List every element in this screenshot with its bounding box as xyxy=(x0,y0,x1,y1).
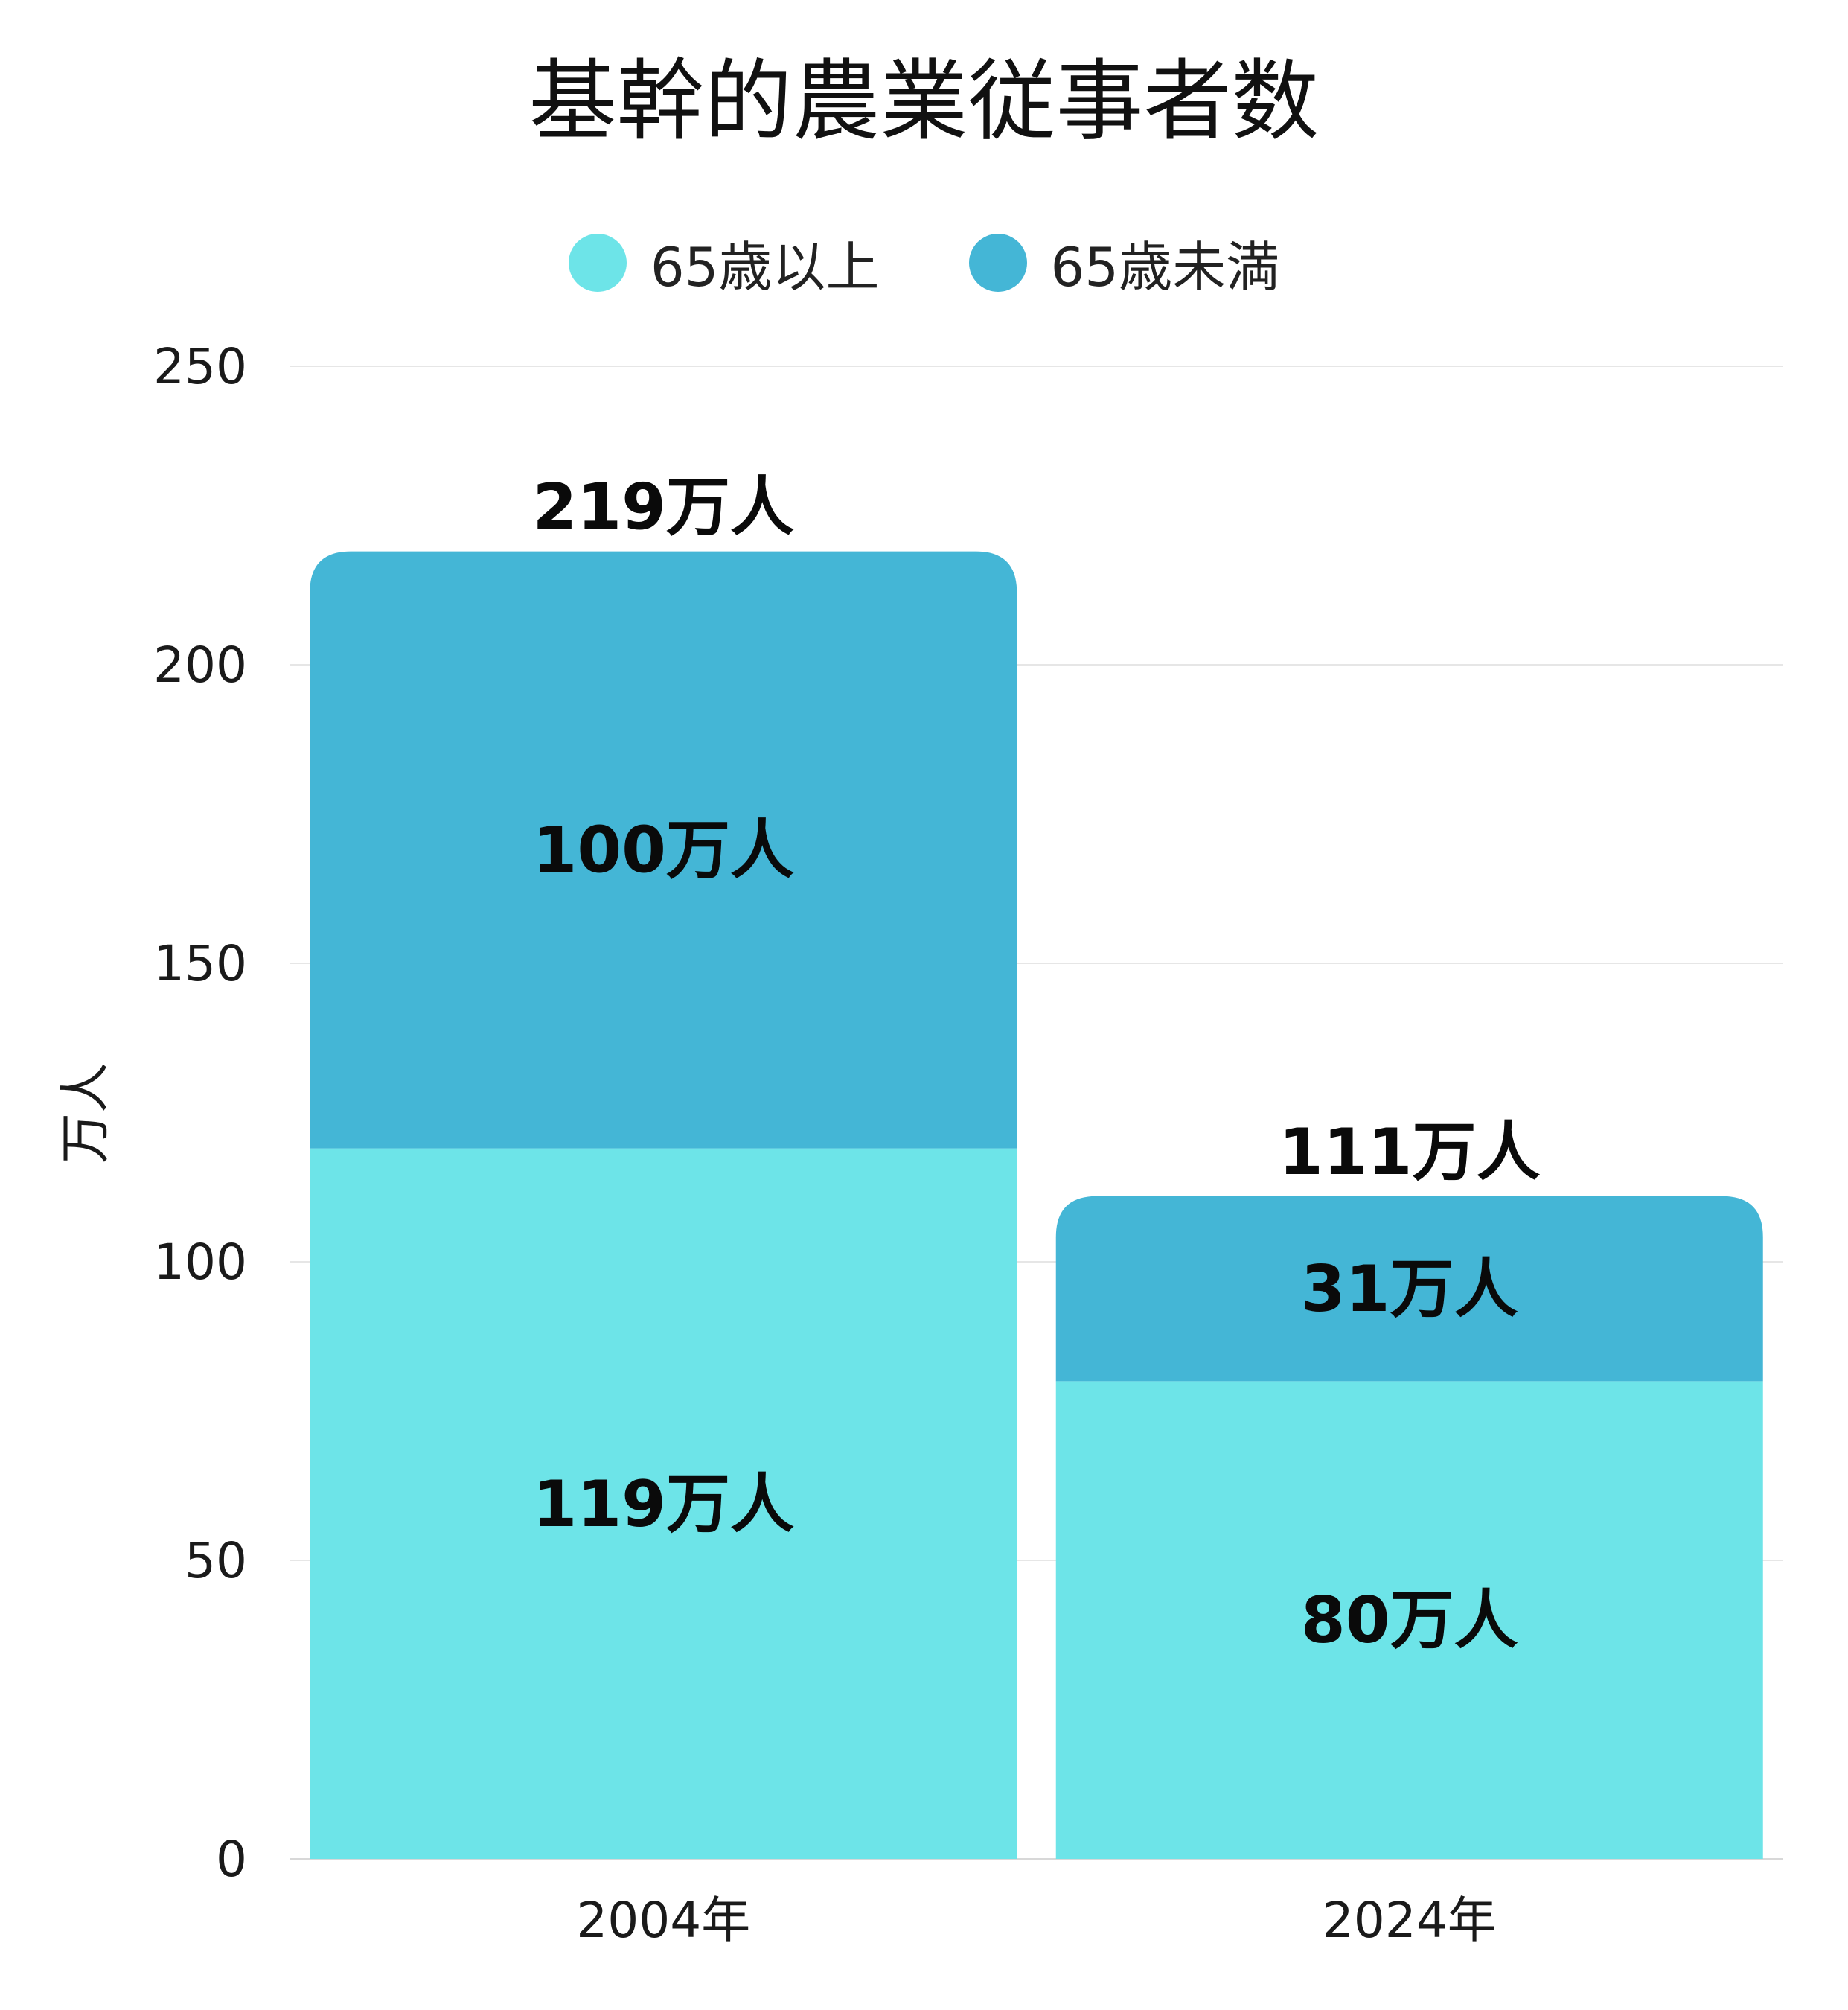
x-tick-label: 2004年 xyxy=(576,1892,750,1949)
legend-item-65-and-over: 65歳以上 xyxy=(568,223,880,302)
legend-label-65-and-over: 65歳以上 xyxy=(650,236,880,299)
segment-value-label: 100万人 xyxy=(532,814,794,888)
y-tick-label: 100 xyxy=(153,1234,247,1291)
y-tick-label: 200 xyxy=(153,636,247,694)
segment-value-label: 119万人 xyxy=(532,1467,794,1542)
y-axis-title: 万人 xyxy=(57,1062,115,1164)
legend: 65歳以上 65歳未満 xyxy=(0,223,1848,302)
y-tick-label: 0 xyxy=(216,1831,247,1888)
segment-value-label: 80万人 xyxy=(1301,1583,1518,1658)
x-tick-label: 2024年 xyxy=(1323,1892,1497,1949)
segment-value-label: 31万人 xyxy=(1301,1252,1518,1327)
bar-segment xyxy=(1055,1196,1763,1382)
legend-item-under-65: 65歳未満 xyxy=(968,223,1280,302)
bar-segment xyxy=(310,551,1017,1149)
total-value-label: 219万人 xyxy=(532,470,794,545)
y-tick-label: 50 xyxy=(185,1532,247,1589)
legend-swatch-65-and-over xyxy=(568,233,627,292)
legend-label-under-65: 65歳未満 xyxy=(1050,236,1280,299)
legend-swatch-under-65 xyxy=(968,233,1027,292)
y-tick-label: 150 xyxy=(153,935,247,992)
bar-segment xyxy=(310,1148,1017,1859)
y-tick-label: 250 xyxy=(153,338,247,395)
chart-title: 基幹的農業従事者数 xyxy=(528,50,1320,153)
bar-segment xyxy=(1055,1381,1763,1859)
total-value-label: 111万人 xyxy=(1279,1115,1541,1190)
